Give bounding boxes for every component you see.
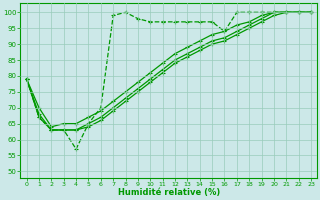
X-axis label: Humidité relative (%): Humidité relative (%): [118, 188, 220, 197]
